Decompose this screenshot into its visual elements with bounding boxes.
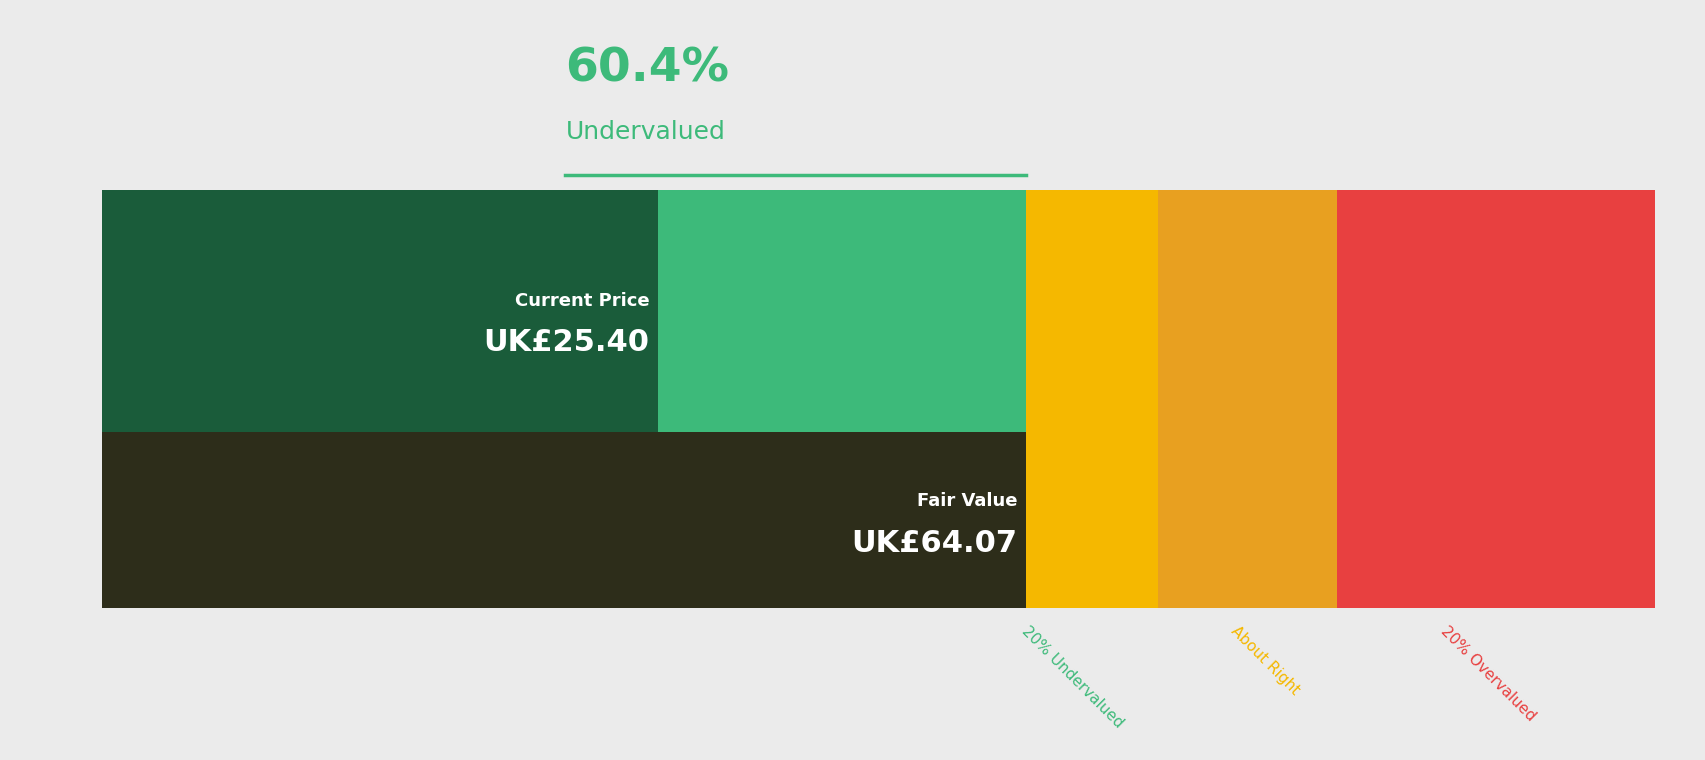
Bar (1025, 190, 1158, 608)
Text: About Right: About Right (1228, 623, 1303, 698)
Bar (102, 190, 1025, 608)
Text: UK£25.40: UK£25.40 (483, 328, 650, 357)
Text: Undervalued: Undervalued (564, 120, 725, 144)
Text: 60.4%: 60.4% (564, 46, 730, 91)
Bar (1335, 190, 1654, 608)
Text: 20% Overvalued: 20% Overvalued (1437, 623, 1538, 724)
Text: UK£64.07: UK£64.07 (851, 528, 1016, 558)
Text: Current Price: Current Price (515, 292, 650, 309)
Bar (102, 190, 658, 449)
Text: 20% Undervalued: 20% Undervalued (1018, 623, 1125, 730)
Text: Fair Value: Fair Value (917, 492, 1016, 510)
Bar (1158, 190, 1335, 608)
Bar (102, 432, 1025, 608)
